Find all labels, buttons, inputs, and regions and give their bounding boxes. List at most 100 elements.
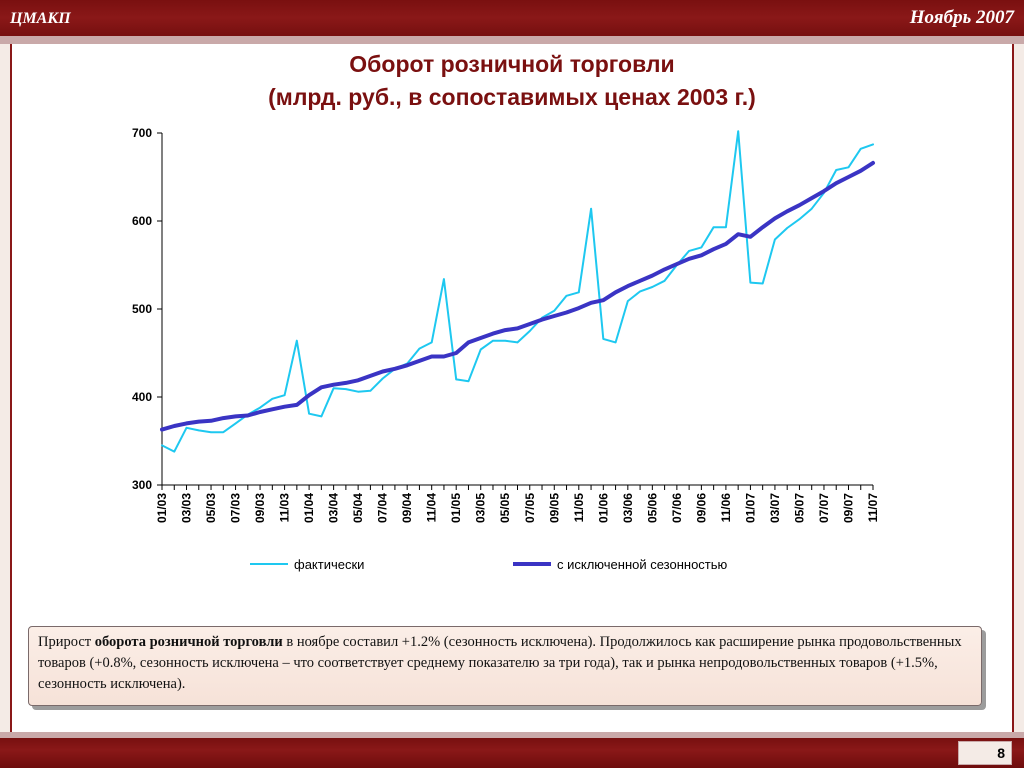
point-actual [712,226,715,228]
x-tick-label: 03/06 [621,493,635,523]
y-tick-label: 600 [132,214,152,228]
point-actual [259,406,261,409]
point-seasonally-adjusted [859,170,862,172]
point-seasonally-adjusted [688,258,690,260]
x-tick-label: 07/06 [670,493,684,523]
point-seasonally-adjusted [492,332,494,335]
series-line-seasonally-adjusted [160,160,875,432]
point-seasonally-adjusted [406,364,409,367]
point-actual [492,339,494,342]
point-actual [504,339,507,342]
y-tick-label: 700 [132,126,152,140]
note-bold: оборота розничной торговли [94,634,283,650]
point-seasonally-adjusted [222,417,225,419]
point-actual [835,169,837,171]
y-tick-label: 300 [132,478,152,492]
point-actual [627,300,629,302]
x-tick-label: 05/07 [792,493,806,523]
x-tick-label: 05/05 [498,493,512,523]
point-actual [774,238,776,241]
point-seasonally-adjusted [247,414,249,417]
footer-band [0,732,1024,768]
x-tick-label: 11/06 [719,493,733,523]
point-seasonally-adjusted [357,379,359,382]
x-tick-label: 01/06 [596,493,610,523]
point-actual [761,282,764,285]
point-seasonally-adjusted [737,233,739,235]
point-actual [614,341,617,344]
x-tick-label: 07/03 [229,493,243,523]
point-seasonally-adjusted [308,394,310,397]
point-actual [357,390,359,393]
commentary-box: Прирост оборота розничной торговли в ноя… [28,626,982,706]
x-tick-label: 11/03 [278,493,292,523]
x-tick-label: 11/05 [572,493,586,523]
point-actual [725,226,727,228]
title-line-1: Оборот розничной торговли [349,51,675,77]
y-tick-label: 500 [132,302,152,316]
point-seasonally-adjusted [345,382,347,384]
retail-turnover-chart: 300 400 500 600 700 01/03 03/03 05/03 07/03 09/03… [132,126,880,572]
point-actual [872,143,874,146]
point-actual [786,227,788,229]
title-line-2: (млрд. руб., в сопоставимых ценах 2003 г… [268,84,756,110]
point-actual [345,388,347,390]
point-seasonally-adjusted [430,355,433,358]
point-seasonally-adjusted [614,291,617,294]
x-tick-label: 09/06 [694,493,708,523]
point-actual [651,286,654,288]
point-actual [455,378,458,381]
right-margin [1014,44,1024,732]
point-actual [700,246,703,249]
point-actual [198,429,200,432]
point-seasonally-adjusted [332,383,335,386]
point-seasonally-adjusted [761,226,764,228]
point-seasonally-adjusted [296,404,298,406]
footer-stripe [0,732,1024,738]
point-seasonally-adjusted [185,422,188,425]
point-actual [332,387,335,390]
left-frame-line [10,44,12,734]
point-seasonally-adjusted [198,420,200,423]
point-seasonally-adjusted [394,368,396,370]
point-seasonally-adjusted [578,307,580,309]
point-seasonally-adjusted [553,315,556,317]
point-seasonally-adjusted [663,268,666,271]
point-actual [369,390,372,392]
point-actual [381,377,384,380]
point-actual [749,281,752,284]
x-tick-label: 07/07 [817,493,831,523]
point-actual [161,444,163,447]
point-seasonally-adjusted [271,408,274,411]
x-tick-label: 07/05 [523,493,537,523]
point-actual [283,394,286,397]
point-actual [639,290,641,293]
point-seasonally-adjusted [455,352,458,354]
point-seasonally-adjusted [541,318,543,321]
point-actual [296,339,298,342]
point-seasonally-adjusted [443,355,445,358]
point-actual [443,278,445,280]
point-seasonally-adjusted [467,341,470,344]
point-actual [234,422,237,425]
x-tick-label: 07/04 [376,493,390,523]
page-number: 8 [958,741,1012,765]
y-tick-label: 400 [132,390,152,404]
point-actual [578,291,580,294]
x-tick-label: 05/06 [645,493,659,523]
point-actual [185,427,188,429]
point-seasonally-adjusted [835,182,837,184]
x-tick-label: 09/04 [400,493,414,523]
slide-title: Оборот розничной торговли (млрд. руб., в… [0,48,1024,114]
point-actual [222,431,225,434]
x-tick-label: 09/03 [253,493,267,523]
point-actual [688,250,690,252]
point-actual [516,341,519,344]
point-seasonally-adjusted [602,299,605,301]
point-actual [798,218,801,220]
date-label: Ноябрь 2007 [909,7,1014,28]
point-seasonally-adjusted [259,411,261,413]
point-actual [430,341,433,344]
x-tick-label: 11/07 [866,493,880,523]
x-tick-label: 09/07 [841,493,855,523]
